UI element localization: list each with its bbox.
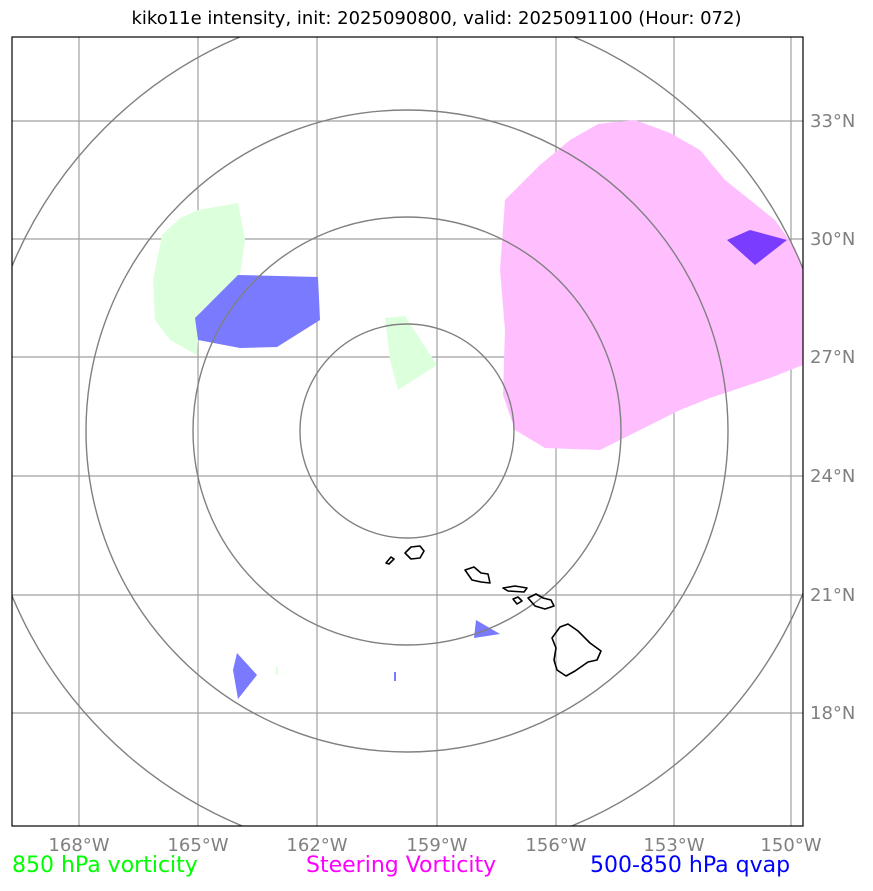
vorticity-area-central xyxy=(385,316,437,390)
range-ring-4 xyxy=(12,37,803,826)
lon-label-156w: 156°W xyxy=(525,835,586,856)
lon-label-153w: 153°W xyxy=(643,835,704,856)
range-rings xyxy=(12,37,803,826)
lon-tick-labels: 168°W 165°W 162°W 159°W 156°W 153°W 150°… xyxy=(48,835,821,856)
lon-label-159w: 159°W xyxy=(406,835,467,856)
qvap-areas xyxy=(195,230,787,699)
legend-qvap: 500-850 hPa qvap xyxy=(590,853,791,878)
island-hawaii xyxy=(551,623,602,677)
qvap-area-large xyxy=(195,275,320,348)
vorticity-850-areas xyxy=(153,203,437,675)
coastlines xyxy=(385,545,602,677)
range-ring-2 xyxy=(192,216,622,646)
lat-label-18n: 18°N xyxy=(810,703,855,724)
qvap-area-ne xyxy=(727,230,787,265)
island-lanai xyxy=(512,596,523,605)
steering-vorticity-area xyxy=(500,120,803,450)
map-frame xyxy=(11,36,804,827)
vorticity-speck xyxy=(276,667,278,675)
lon-label-162w: 162°W xyxy=(286,835,347,856)
range-ring-3 xyxy=(85,109,729,753)
island-molokai xyxy=(502,585,528,593)
lon-label-150w: 150°W xyxy=(760,835,821,856)
lon-label-165w: 165°W xyxy=(167,835,228,856)
lat-label-24n: 24°N xyxy=(810,466,855,487)
island-maui xyxy=(527,593,555,610)
island-niihau xyxy=(385,556,395,565)
range-ring-1 xyxy=(299,323,515,539)
island-oahu xyxy=(464,566,491,584)
lon-label-168w: 168°W xyxy=(48,835,109,856)
lat-label-30n: 30°N xyxy=(810,229,855,250)
island-kauai xyxy=(404,545,425,560)
lat-label-27n: 27°N xyxy=(810,347,855,368)
map-title: kiko11e intensity, init: 2025090800, val… xyxy=(131,8,742,29)
vorticity-area-west xyxy=(153,203,245,355)
lat-label-33n: 33°N xyxy=(810,111,855,132)
lat-label-21n: 21°N xyxy=(810,585,855,606)
lat-tick-labels: 33°N 30°N 27°N 24°N 21°N 18°N xyxy=(810,111,855,724)
legend-850-vorticity: 850 hPa vorticity xyxy=(12,853,198,878)
qvap-area-sw xyxy=(233,653,257,699)
qvap-speck xyxy=(394,672,396,681)
legend-steering-vorticity: Steering Vorticity xyxy=(306,853,497,878)
